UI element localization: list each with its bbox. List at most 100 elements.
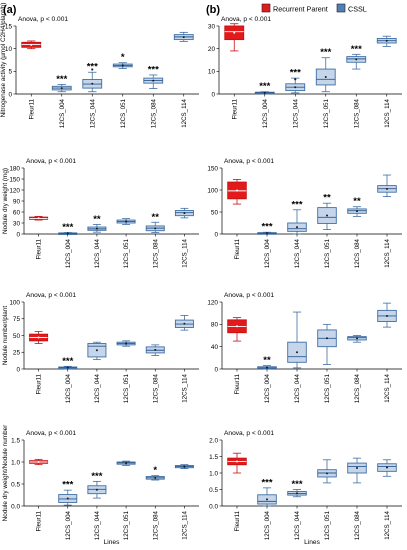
chart-b2-x-tick-label: 12CS_051	[324, 238, 331, 268]
chart-a3-x-tick-label: 12CS_051	[123, 373, 130, 403]
chart-a2-mean-point	[66, 232, 69, 235]
chart-a1-box-12cs-084: *** 12CS_084	[143, 64, 164, 128]
chart-a2-box-12cs-084: ** 12CS_084	[145, 212, 165, 268]
chart-b3-mean-point	[326, 337, 328, 340]
chart-a2-x-tick-label: 12CS_114	[181, 238, 188, 267]
chart-b3-mean-point	[386, 314, 388, 317]
chart-a2-box-12cs-051: 12CS_051	[116, 218, 136, 268]
legend-item-cssl: CSSL	[336, 3, 367, 14]
chart-b1-mean-point	[324, 76, 327, 78]
chart-b1-box-12cs-051: *** 12CS_051	[315, 47, 336, 128]
chart-b2-significance-label: **	[323, 193, 331, 204]
chart-b3-box-12cs-004: ** 12CS_004	[257, 355, 277, 403]
chart-b1-box-12cs-044: *** 12CS_044	[285, 68, 306, 128]
chart-b2-y-tick-label: 0	[214, 231, 218, 238]
chart-a4-box-fleur11: Fleur11	[29, 458, 49, 532]
chart-b2-y-tick-label: 50	[211, 209, 219, 216]
chart-b4-y-tick-label: 0.5	[209, 487, 218, 494]
chart-a2-x-tick-label: 12CS_084	[152, 238, 159, 268]
chart-a3-y-tick-label: 25	[13, 350, 21, 357]
chart-b1-x-tick-label: Fleur11	[231, 98, 238, 119]
chart-b3-x-tick-label: 12CS_051	[324, 373, 331, 403]
chart-a1-x-tick-label: 12CS_114	[181, 98, 188, 127]
chart-a1-y-axis-label: Nitrogenase activity (µmol C2H4/plant/h)	[0, 3, 7, 118]
chart-a4-x-tick-label: 12CS_044	[94, 510, 101, 540]
chart-a4-box-12cs-084: * 12CS_084	[145, 465, 165, 540]
chart-b1-mean-point	[233, 31, 236, 34]
chart-a3-mean-point	[66, 366, 69, 369]
chart-a4-y-axis-label: Nodule dry weight/Nodule number	[2, 424, 9, 521]
legend-label-parent: Recurrent Parent	[273, 5, 328, 14]
chart-b4-y-tick-label: 2.0	[209, 437, 218, 444]
chart-a4-y-tick-label: 0.0	[11, 503, 20, 510]
chart-b4-mean-point	[236, 460, 238, 463]
chart-b4-y-tick-label: 0.0	[209, 503, 218, 510]
chart-b1-significance-label: ***	[259, 81, 270, 92]
chart-b1-significance-label: ***	[320, 47, 331, 58]
chart-b1-x-tick-label: 12CS_084	[353, 98, 360, 128]
chart-b2-mean-point	[326, 214, 328, 217]
chart-b4-box-12cs-051: 12CS_051	[317, 459, 337, 540]
chart-a1-y-tick-label: 0	[8, 91, 12, 98]
chart-b3-significance-label: **	[263, 355, 271, 366]
chart-a3-box-12cs-004: *** 12CS_004	[58, 356, 78, 403]
chart-b1-x-tick-label: 12CS_044	[292, 98, 299, 128]
chart-b3-x-tick-label: Fleur11	[234, 373, 241, 394]
chart-b3-y-tick-label: 0	[214, 366, 218, 373]
chart-a3-y-tick-label: 50	[13, 333, 21, 340]
chart-a1-significance-label: ***	[56, 74, 67, 85]
chart-b4-mean-point	[296, 492, 298, 495]
chart-a1-x-tick-label: 12CS_004	[59, 98, 66, 128]
chart-a3-y-tick-label: 0	[16, 366, 20, 373]
chart-a2-x-tick-label: Fleur11	[36, 238, 43, 259]
chart-b3-box-12cs-051: 12CS_051	[317, 323, 337, 403]
chart-a3-mean-point	[183, 322, 186, 325]
chart-b4-box-fleur11: Fleur11	[227, 452, 247, 532]
chart-b2-box-12cs-051: ** 12CS_051	[317, 193, 337, 268]
chart-b1-y-tick-label: 0	[211, 91, 215, 98]
chart-a2-box-12cs-004: *** 12CS_004	[58, 222, 78, 268]
chart-b2-box-12cs-004: *** 12CS_004	[257, 222, 277, 268]
chart-b4-mean-point	[266, 498, 268, 501]
chart-a2-y-tick-label: 90	[13, 198, 21, 205]
chart-a2-mean-point	[95, 227, 98, 230]
chart-a3-y-tick-label: 75	[13, 316, 21, 323]
chart-b1: Anova, p < 0.001 0 10 20 30 Fleur11 *** 12CS_00…	[208, 16, 402, 128]
chart-a4-box-12cs-004: *** 12CS_004	[58, 480, 78, 540]
chart-a2-box-12cs-114: 12CS_114	[174, 207, 194, 268]
chart-b3-box-fleur11: Fleur11	[227, 317, 247, 395]
chart-b3-x-tick-label: 12CS_114	[384, 373, 391, 402]
chart-a2-y-tick-label: 150	[9, 176, 20, 183]
chart-a1-box-12cs-114: 12CS_114	[173, 31, 194, 128]
chart-a1-significance-label: *	[121, 52, 125, 63]
chart-a1-x-tick-label: Fleur11	[28, 98, 35, 119]
chart-b2-y-tick-label: 150	[207, 165, 218, 172]
chart-a3-x-tick-label: 12CS_084	[152, 373, 159, 403]
chart-b1-box-12cs-084: *** 12CS_084	[346, 44, 367, 128]
chart-b2-mean-point	[296, 226, 298, 229]
legend: Recurrent Parent CSSL	[261, 3, 367, 14]
chart-b2-x-tick-label: 12CS_114	[384, 238, 391, 267]
chart-a3-mean-point	[154, 348, 157, 351]
chart-b1-box-12cs-004: *** 12CS_004	[254, 81, 275, 128]
chart-b1-x-tick-label: 12CS_004	[262, 98, 269, 128]
chart-b4-box-12cs-114: 12CS_114	[377, 459, 397, 540]
chart-a3-mean-point	[95, 349, 98, 352]
chart-b4-x-tick-label: 12CS_051	[324, 510, 331, 540]
chart-a3-box-12cs-114: 12CS_114	[174, 314, 194, 403]
chart-b2-box-12cs-084: ** 12CS_084	[347, 196, 367, 268]
chart-b2: Anova, p < 0.001 0 50 100 150 Fleur11 *** 12CS_…	[207, 158, 402, 268]
chart-b2-significance-label: **	[353, 196, 361, 207]
chart-a1-box-fleur11: Fleur11	[21, 40, 42, 120]
chart-a1-mean-point	[182, 36, 185, 39]
chart-a1-box-12cs-051: * 12CS_051	[112, 52, 133, 128]
chart-a2-box-fleur11: Fleur11	[29, 215, 49, 260]
chart-a4-x-tick-label: 12CS_114	[181, 510, 188, 539]
chart-b1-x-tick-label: 12CS_114	[384, 98, 391, 127]
chart-b1-significance-label: ***	[290, 68, 301, 79]
chart-a4-significance-label: ***	[62, 480, 73, 491]
chart-b3-x-tick-label: 12CS_084	[354, 373, 361, 403]
chart-b1-x-tick-label: 12CS_051	[323, 98, 330, 128]
